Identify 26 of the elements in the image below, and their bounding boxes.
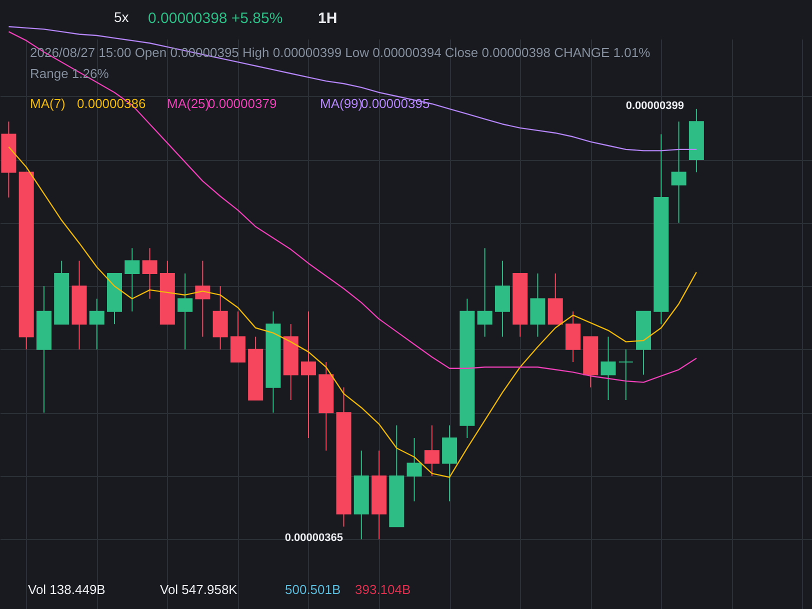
- candlestick: [142, 248, 158, 300]
- series-label: MA(99): [320, 96, 363, 111]
- text: 500.501B: [285, 582, 341, 597]
- candlestick: [300, 310, 316, 438]
- annotation: 0.00000379: [208, 96, 277, 111]
- text: Vol 547.958K: [160, 582, 238, 597]
- candlestick: [124, 248, 140, 312]
- candlestick: [600, 336, 616, 401]
- candlestick: [89, 298, 104, 350]
- text: MA(7): [30, 96, 66, 111]
- annotation: 0.00000395: [361, 96, 430, 111]
- candlestick: [618, 348, 634, 401]
- text: 5x: [114, 9, 129, 25]
- candlestick: [477, 248, 492, 338]
- candlestick: [178, 272, 193, 350]
- candlestick: [671, 121, 686, 224]
- candlestick: [195, 260, 210, 338]
- annotation: 0.00000365: [284, 532, 343, 544]
- annotation: 0.00000399: [626, 100, 684, 112]
- text: Vol 138.449B: [28, 582, 106, 597]
- series-label: MA(25): [167, 96, 210, 111]
- text: 393.104B: [355, 582, 411, 597]
- text: 0.00000398 +5.85%: [148, 10, 283, 27]
- candlestick: [406, 437, 422, 502]
- candlestick: [424, 424, 440, 476]
- text: 1H: [318, 10, 338, 27]
